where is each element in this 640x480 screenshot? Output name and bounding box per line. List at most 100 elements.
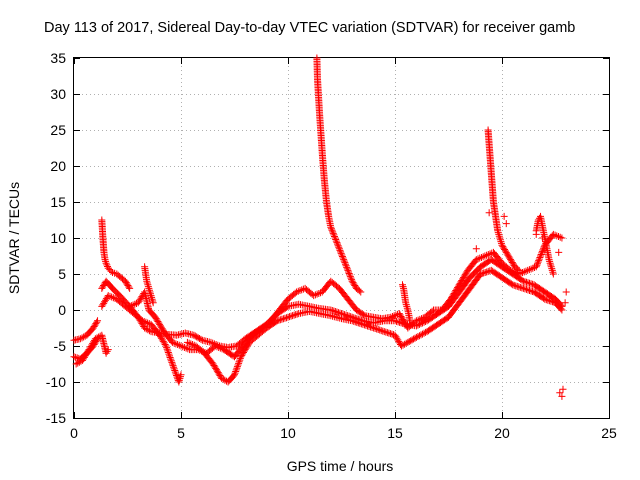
data-point-fill <box>354 319 362 327</box>
data-point-fill <box>420 329 428 337</box>
data-point-fill <box>144 319 152 327</box>
data-point-fill <box>442 315 450 323</box>
data-point-fill <box>102 257 110 265</box>
data-point <box>561 299 569 307</box>
data-point-fill <box>239 350 247 358</box>
data-point-fill <box>315 289 323 297</box>
data-point-fill <box>192 346 200 354</box>
data-point-fill <box>324 211 332 219</box>
data-point-fill <box>508 258 516 266</box>
data-point-fill <box>290 290 298 298</box>
data-point-fill <box>155 319 163 327</box>
data-point-fill <box>538 247 546 255</box>
data-point-fill <box>325 311 333 319</box>
data-point-fill <box>279 315 287 323</box>
data-point-fill <box>210 361 218 369</box>
data-point-fill <box>337 248 345 256</box>
data-point-fill <box>374 326 382 334</box>
data-point-fill <box>464 287 472 295</box>
y-tick-label: 25 <box>50 122 66 138</box>
data-point-fill <box>510 268 518 276</box>
data-point-fill <box>346 273 354 281</box>
data-point-fill <box>365 322 373 330</box>
data-point-fill <box>144 326 152 334</box>
data-point-fill <box>346 316 354 324</box>
data-point-fill <box>407 337 415 345</box>
data-point-fill <box>497 238 505 246</box>
data-point-fill <box>527 287 535 295</box>
data-point-fill <box>529 287 537 295</box>
data-point-fill <box>264 319 272 327</box>
data-point <box>502 248 510 256</box>
data-point-fill <box>282 298 290 306</box>
data-point-fill <box>345 268 353 276</box>
data-point-fill <box>214 369 222 377</box>
data-point-fill <box>333 239 341 247</box>
data-point-fill <box>400 290 408 298</box>
data-point-fill <box>470 258 478 266</box>
y-tick-label: 30 <box>50 86 66 102</box>
data-point-fill <box>205 338 213 346</box>
y-tick-label: 35 <box>50 50 66 66</box>
data-point-fill <box>332 237 340 245</box>
data-point-fill <box>399 283 407 291</box>
y-tick-label: -15 <box>46 410 66 426</box>
x-tick-label: 15 <box>387 425 403 441</box>
data-point-fill <box>484 251 492 259</box>
data-point-fill <box>180 343 188 351</box>
data-point <box>500 212 508 220</box>
axis-ticks: 0 5 10 15 20 25 -15 -10 -5 0 5 10 15 20 25 30 35 <box>46 50 617 441</box>
data-point-fill <box>513 282 521 290</box>
data-point-fill <box>175 376 183 384</box>
data-point-fill <box>213 343 221 351</box>
data-point-fill <box>163 345 171 353</box>
data-point-fill <box>167 357 175 365</box>
data-point-fill <box>522 285 530 293</box>
data-point-fill <box>174 341 182 349</box>
data-point-fill <box>548 266 556 274</box>
chart-title: Day 113 of 2017, Sidereal Day-to-day VTE… <box>44 20 575 36</box>
data-point-fill <box>106 282 114 290</box>
data-point-fill <box>346 271 354 279</box>
data-point-fill <box>344 312 352 320</box>
x-axis-label: GPS time / hours <box>287 458 394 474</box>
data-point <box>412 333 420 341</box>
data-point <box>558 392 566 400</box>
data-point-fill <box>156 320 164 328</box>
data-point-fill <box>328 226 336 234</box>
data-point-fill <box>123 280 131 288</box>
data-point-fill <box>420 318 428 326</box>
data-point-fill <box>197 335 205 343</box>
data-point-fill <box>458 276 466 284</box>
data-point-fill <box>218 345 226 353</box>
data-point-fill <box>234 361 242 369</box>
data-point-fill <box>410 319 418 327</box>
data-point-fill <box>124 282 132 290</box>
data-point-fill <box>360 321 368 329</box>
data-point-fill <box>507 280 515 288</box>
data-point <box>559 385 567 393</box>
data-point-fill <box>379 327 387 335</box>
data-point-fill <box>363 322 371 330</box>
data-point-fill <box>142 275 150 283</box>
data-point-fill <box>474 265 482 273</box>
data-point <box>498 241 506 249</box>
data-point-fill <box>546 259 554 267</box>
data-point-fill <box>331 308 339 316</box>
data-points <box>70 54 570 400</box>
data-point-fill <box>341 260 349 268</box>
data-point-fill <box>175 341 183 349</box>
data-point-fill <box>377 327 385 335</box>
data-point-fill <box>74 359 82 367</box>
data-point-fill <box>313 290 321 298</box>
data-point-fill <box>125 283 133 291</box>
data-point-fill <box>400 318 408 326</box>
data-point-fill <box>534 258 542 266</box>
data-point-fill <box>419 319 427 327</box>
data-point <box>218 374 226 382</box>
data-point-fill <box>529 280 537 288</box>
data-point <box>340 256 348 264</box>
data-point-fill <box>100 282 108 290</box>
data-point-fill <box>80 333 88 341</box>
data-point-fill <box>233 364 241 372</box>
